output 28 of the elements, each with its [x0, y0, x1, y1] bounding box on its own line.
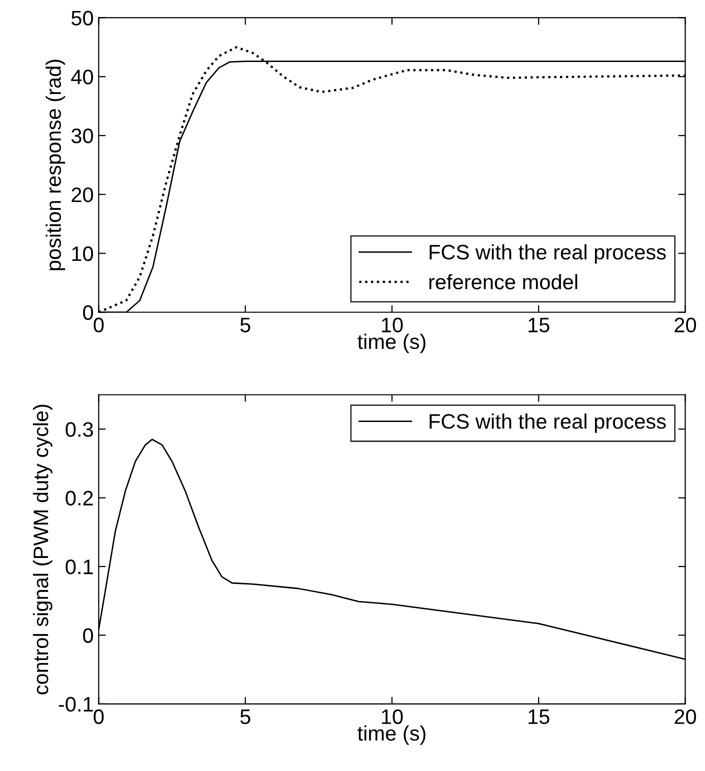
x-tick-label: 0	[94, 709, 104, 724]
x-tick-label: 10	[382, 318, 403, 332]
y-axis-title: control signal (PWM duty cycle)	[32, 404, 52, 694]
legend-label: reference model	[429, 274, 578, 290]
x-tick-label: 20	[674, 709, 696, 724]
y-tick-label: 20	[72, 187, 94, 202]
x-tick-label: 15	[528, 318, 550, 332]
y-tick-label: 40	[71, 70, 94, 84]
x-tick-label: 5	[240, 710, 250, 724]
y-axis-title: position response (rad)	[46, 60, 66, 270]
y-tick-label: 50	[72, 10, 94, 26]
x-axis-title: time (s)	[358, 725, 426, 745]
y-tick-label: 30	[71, 128, 94, 144]
legend-label: FCS with the real process	[430, 244, 666, 264]
y-tick-label: 10	[72, 246, 94, 262]
x-axis-title: time (s)	[358, 334, 426, 354]
x-tick-label: 10	[382, 709, 403, 724]
x-tick-label: 0	[94, 318, 104, 332]
y-tick-label: 0	[83, 305, 94, 320]
x-tick-label: 15	[528, 710, 550, 724]
y-tick-label: 0	[83, 628, 94, 643]
y-tick-label: 0.3	[66, 422, 93, 437]
y-tick-label: 0.2	[66, 490, 93, 506]
x-tick-label: 20	[674, 318, 696, 332]
y-tick-label: 0.1	[66, 560, 93, 574]
legend-label: FCS with the real process	[430, 414, 666, 433]
x-tick-label: 5	[240, 318, 250, 332]
y-tick-label: -0.1	[58, 696, 93, 712]
